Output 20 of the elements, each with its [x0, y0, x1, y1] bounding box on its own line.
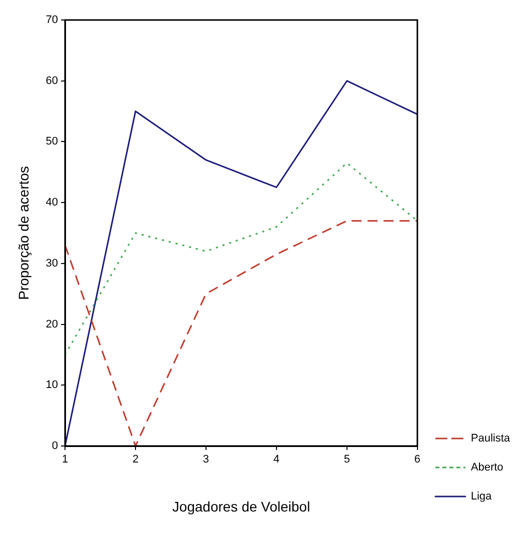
x-tick-label: 2 [132, 454, 139, 466]
y-tick-label: 70 [46, 14, 58, 26]
y-tick-label: 0 [52, 440, 58, 452]
y-tick-label: 40 [46, 196, 58, 209]
x-tick-label: 6 [414, 454, 420, 466]
y-tick-label: 50 [46, 136, 58, 148]
y-axis-title: Proporção de acertos [15, 166, 32, 300]
y-tick-label: 10 [46, 379, 58, 392]
y-tick-label: 30 [46, 257, 58, 270]
y-tick-label: 60 [46, 74, 58, 87]
y-tick-label: 20 [46, 318, 58, 330]
x-axis-title: Jogadores de Voleibol [172, 498, 310, 514]
legend-label: Aberto [470, 462, 504, 474]
legend-label: Paulista [470, 432, 511, 445]
line-series [65, 162, 418, 356]
legend-label: Liga [470, 490, 493, 503]
x-tick-label: 4 [273, 454, 280, 466]
x-tick-label: 3 [202, 454, 210, 466]
x-tick-label: 1 [62, 454, 68, 466]
x-tick-label: 5 [344, 454, 350, 466]
